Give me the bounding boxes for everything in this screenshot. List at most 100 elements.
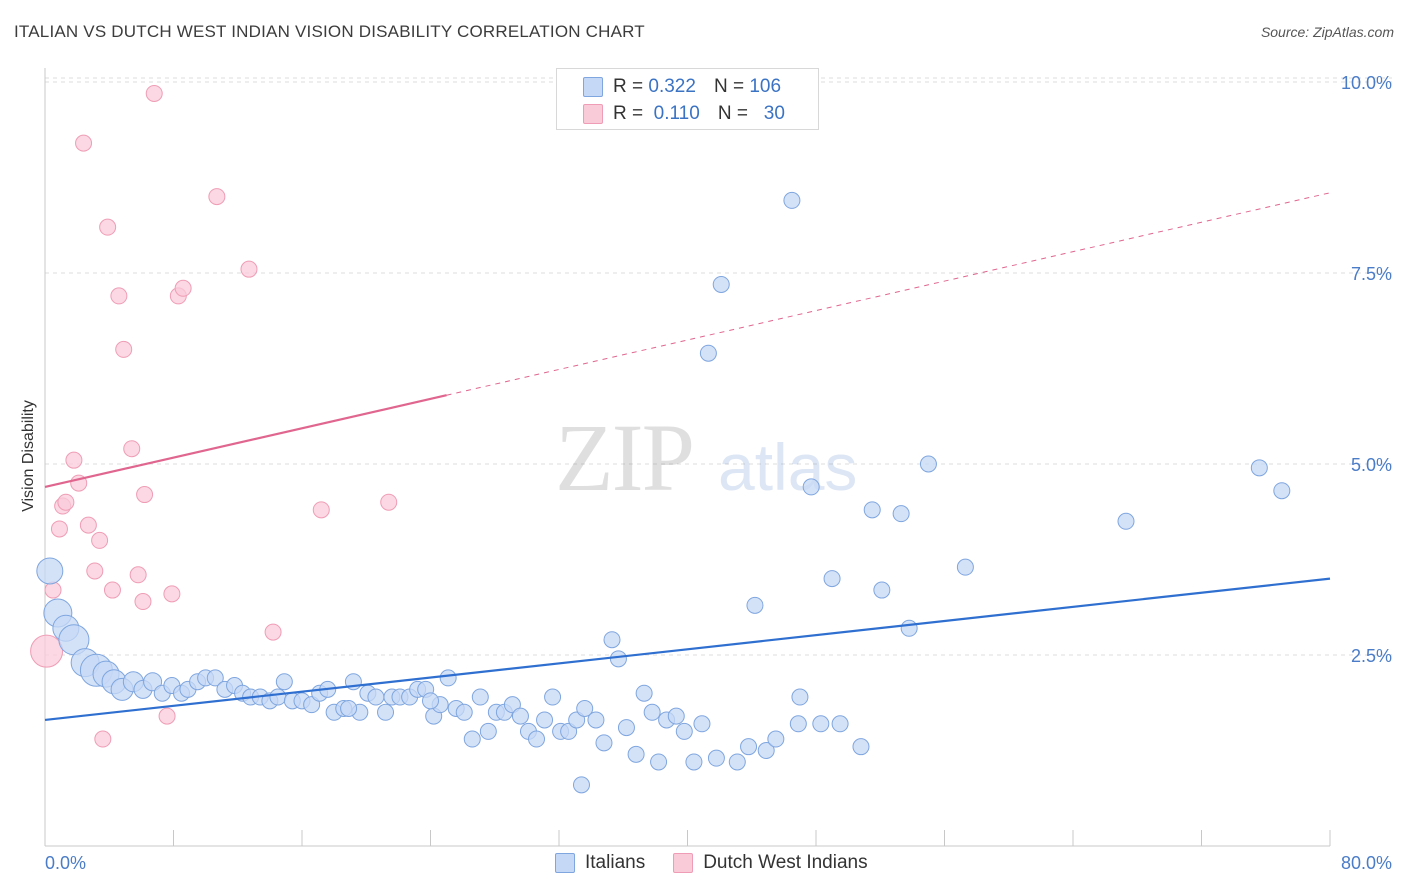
- italian-point[interactable]: [617, 719, 635, 737]
- dutch-point[interactable]: [136, 486, 154, 504]
- italian-point[interactable]: [463, 730, 481, 748]
- dutch-point[interactable]: [134, 593, 152, 611]
- italian-point[interactable]: [831, 715, 849, 733]
- italian-point[interactable]: [900, 619, 918, 637]
- italian-point[interactable]: [544, 688, 562, 706]
- dutch-n-value: 30: [763, 103, 785, 124]
- dutch-point[interactable]: [79, 516, 97, 534]
- italian-point[interactable]: [36, 557, 64, 585]
- dutch-point[interactable]: [129, 566, 147, 584]
- dutch-point[interactable]: [163, 585, 181, 603]
- dutch-point[interactable]: [50, 520, 68, 538]
- italian-point[interactable]: [1117, 512, 1135, 530]
- dutch-point[interactable]: [110, 287, 128, 305]
- italian-point[interactable]: [693, 715, 711, 733]
- dutch-point[interactable]: [99, 218, 117, 236]
- dutch-point[interactable]: [30, 634, 64, 668]
- dutch-point[interactable]: [174, 279, 192, 297]
- italians-legend-swatch: [555, 853, 575, 873]
- italian-point[interactable]: [275, 673, 293, 691]
- dutch-points: [30, 84, 398, 748]
- italian-point[interactable]: [377, 703, 395, 721]
- dutch-point[interactable]: [208, 188, 226, 206]
- y-axis-title: Vision Disability: [20, 400, 37, 512]
- italian-point[interactable]: [479, 722, 497, 740]
- dutch-point[interactable]: [145, 84, 163, 102]
- y-tick-label: 10.0%: [1341, 73, 1392, 93]
- italian-point[interactable]: [595, 734, 613, 752]
- italian-point[interactable]: [757, 742, 775, 759]
- italian-point[interactable]: [767, 730, 785, 748]
- italian-point[interactable]: [712, 275, 730, 293]
- dutch-point[interactable]: [75, 134, 93, 152]
- italian-point[interactable]: [667, 707, 685, 725]
- italian-point[interactable]: [455, 703, 473, 721]
- italian-point[interactable]: [789, 715, 807, 733]
- italian-point[interactable]: [919, 455, 937, 473]
- italian-point[interactable]: [892, 505, 910, 523]
- italian-point[interactable]: [609, 650, 627, 668]
- watermark-zip: ZIP: [555, 404, 693, 511]
- italian-point[interactable]: [143, 672, 163, 692]
- dutch-point[interactable]: [240, 260, 258, 278]
- italian-point[interactable]: [740, 738, 758, 756]
- italian-point[interactable]: [802, 478, 820, 496]
- italian-point[interactable]: [627, 745, 645, 763]
- italian-point[interactable]: [439, 669, 457, 687]
- italian-point[interactable]: [536, 711, 554, 729]
- dutch-point[interactable]: [86, 562, 104, 580]
- italian-point[interactable]: [603, 631, 621, 649]
- italian-point[interactable]: [340, 699, 358, 717]
- dutch-point[interactable]: [57, 493, 75, 511]
- dutch-point[interactable]: [94, 730, 112, 748]
- italian-point[interactable]: [685, 753, 703, 771]
- italian-point[interactable]: [367, 688, 385, 706]
- italian-point[interactable]: [783, 191, 801, 209]
- italian-point[interactable]: [650, 753, 668, 771]
- italian-point[interactable]: [269, 688, 287, 706]
- italian-point[interactable]: [863, 501, 881, 519]
- italian-point[interactable]: [635, 684, 653, 702]
- italian-point[interactable]: [707, 749, 725, 767]
- italian-point[interactable]: [873, 581, 891, 599]
- dutch-point[interactable]: [123, 440, 141, 458]
- dutch-point[interactable]: [44, 581, 62, 599]
- italian-point[interactable]: [956, 558, 974, 576]
- dutch-point[interactable]: [312, 501, 330, 519]
- source-label: Source: ZipAtlas.com: [1260, 24, 1394, 40]
- italians-legend-label: Italians: [585, 852, 646, 873]
- dutch-point[interactable]: [158, 707, 176, 725]
- italian-point[interactable]: [576, 699, 594, 717]
- italians-r-value: 0.322: [648, 76, 696, 97]
- dutch-point[interactable]: [91, 531, 109, 549]
- italian-point[interactable]: [572, 776, 590, 794]
- dutch-point[interactable]: [264, 623, 282, 641]
- italian-point[interactable]: [852, 738, 870, 756]
- dutch-point[interactable]: [115, 340, 133, 358]
- dutch-point[interactable]: [103, 581, 121, 599]
- italian-point[interactable]: [528, 730, 546, 748]
- italian-point[interactable]: [511, 707, 529, 725]
- italian-point[interactable]: [699, 344, 717, 362]
- italian-point[interactable]: [643, 703, 661, 721]
- dutch-point[interactable]: [380, 493, 398, 511]
- legend-item-dutch[interactable]: Dutch West Indians: [673, 852, 868, 874]
- italian-point[interactable]: [422, 692, 439, 710]
- italian-point[interactable]: [1273, 482, 1291, 500]
- italian-point[interactable]: [791, 688, 809, 706]
- italian-point[interactable]: [746, 596, 764, 614]
- italian-point[interactable]: [728, 753, 746, 771]
- italian-point[interactable]: [675, 722, 693, 740]
- italians-n-label: N =: [713, 76, 745, 97]
- y-tick-label: 7.5%: [1351, 264, 1392, 284]
- dutch-point[interactable]: [65, 451, 83, 469]
- italian-point[interactable]: [587, 711, 605, 729]
- italian-point[interactable]: [206, 669, 224, 687]
- legend-row-italians: R = 0.322 N = 106: [583, 74, 781, 100]
- italian-point[interactable]: [823, 570, 841, 588]
- italian-point[interactable]: [471, 688, 489, 706]
- dutch-n-label: N =: [717, 103, 748, 124]
- legend-item-italians[interactable]: Italians: [555, 852, 645, 874]
- italian-point[interactable]: [812, 715, 830, 733]
- italian-point[interactable]: [1250, 459, 1268, 477]
